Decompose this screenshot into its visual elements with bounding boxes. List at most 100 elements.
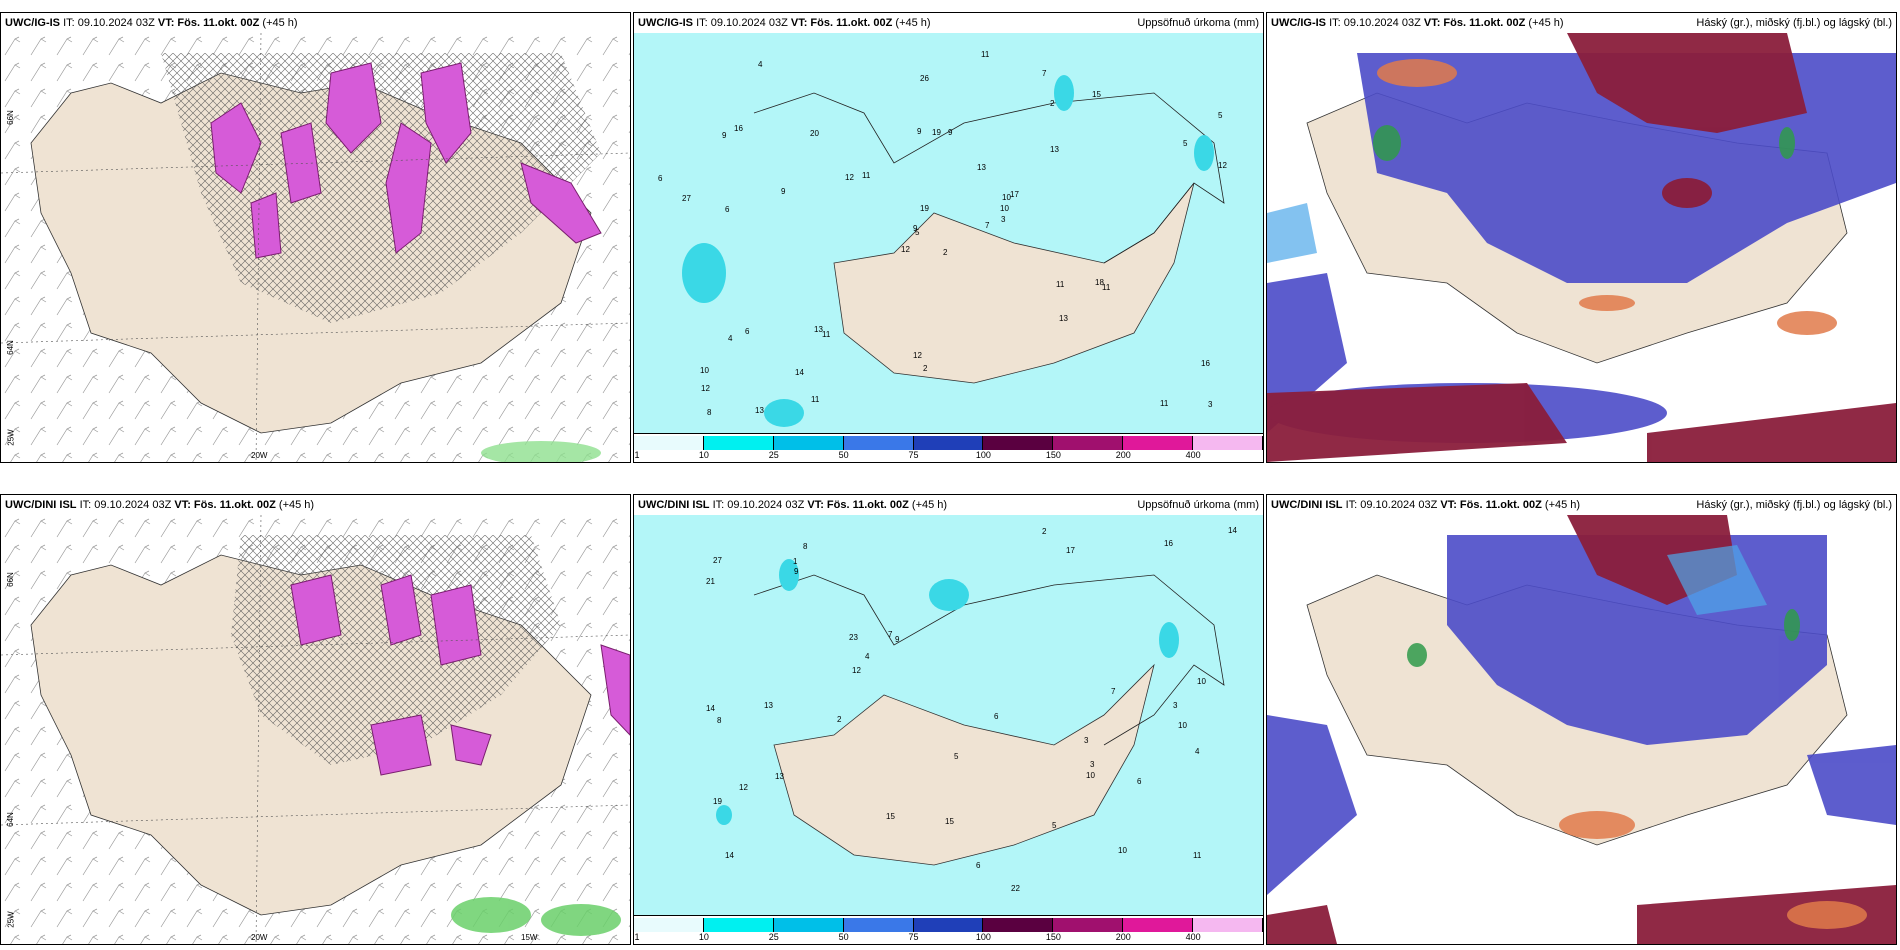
precip-value-label: 9: [895, 635, 900, 644]
panel-header: UWC/IG-IS IT: 09.10.2024 03Z VT: Fös. 11…: [5, 17, 298, 29]
colorbar-precip: 1 10 25 50 75 100 150 200 400: [634, 915, 1263, 944]
precip-value-label: 27: [713, 556, 722, 565]
colorbar-tick-label: 75: [908, 932, 919, 942]
precip-value-label: 23: [849, 633, 858, 642]
precip-value-label: 13: [1050, 145, 1059, 154]
precip-value-label: 11: [1056, 280, 1065, 289]
precip-value-label: 8: [803, 542, 808, 551]
precip-value-label: 26: [920, 74, 929, 83]
precip-value-label: 9: [722, 131, 727, 140]
precip-value-label: 11: [822, 330, 831, 339]
colorbar-segment: [1053, 918, 1124, 932]
colorbar-segment: [1193, 918, 1263, 932]
colorbar-segment: [1123, 436, 1194, 450]
colorbar-precip: 1 10 25 50 75 100 150 200 400: [634, 433, 1263, 462]
colorbar-tick-label: 200: [1115, 450, 1131, 460]
colorbar-segment: [913, 918, 984, 932]
precip-value-label: 10: [1197, 677, 1206, 686]
precip-value-label: 3: [1090, 760, 1095, 769]
lon-label-20: 20W: [251, 451, 268, 460]
colorbar-segment: [773, 436, 844, 450]
map-accumulated-precip-dini: 3 10 14 8 9 10 19 17 23 22 21 14 27 11 15 10 5 6 7 13 14 16 12…: [634, 515, 1263, 916]
precip-value-label: 27: [682, 194, 691, 203]
lat-label-66: 66N: [5, 572, 15, 587]
precip-value-label: 14: [706, 704, 715, 713]
precip-value-label: 5: [954, 752, 959, 761]
precip-value-label: 11: [1193, 851, 1202, 860]
map-wind-precip-igis: 66N 64N 20W 25W: [1, 33, 630, 462]
precip-value-label: 17: [1066, 546, 1075, 555]
lon-label-15: 15W: [521, 933, 538, 942]
panel-top-middle: UWC/IG-IS IT: 09.10.2024 03Z VT: Fös. 11…: [633, 12, 1264, 463]
colorbar-tick-label: 400: [1185, 450, 1201, 460]
map-cloud-cover-dini: [1267, 515, 1896, 944]
lon-label-25: 25W: [6, 911, 16, 928]
colorbar-segment: [983, 918, 1054, 932]
colorbar-segment: [1123, 918, 1194, 932]
panel-bottom-left: UWC/DINI ISL IT: 09.10.2024 03Z VT: Fös.…: [0, 494, 631, 945]
precip-value-label: 11: [1160, 399, 1169, 408]
colorbar-tick-label: 100: [975, 932, 991, 942]
precip-value-label: 14: [1228, 526, 1237, 535]
colorbar-tick-label: 1: [634, 932, 640, 942]
precip-value-label: 2: [1042, 527, 1047, 536]
colorbar-tick-label: 1: [634, 450, 640, 460]
precip-value-label: 10: [1178, 721, 1187, 730]
panel-top-right: UWC/IG-IS IT: 09.10.2024 03Z VT: Fös. 11…: [1266, 12, 1897, 463]
precip-value-label: 4: [865, 652, 870, 661]
precip-value-label: 5: [1052, 821, 1057, 830]
map-wind-precip-dini: 66N 64N 20W 15W 25W: [1, 515, 630, 944]
precip-value-label: 19: [713, 797, 722, 806]
precip-value-label: 6: [976, 861, 981, 870]
panel-bottom-middle: UWC/DINI ISL IT: 09.10.2024 03Z VT: Fös.…: [633, 494, 1264, 945]
panel-header: UWC/DINI ISL IT: 09.10.2024 03Z VT: Fös.…: [5, 499, 315, 511]
precip-value-label: 1: [793, 557, 798, 566]
colorbar-segment: [983, 436, 1054, 450]
precip-value-label: 15: [886, 812, 895, 821]
precip-value-label: 12: [852, 666, 861, 675]
precip-value-label: 5: [915, 228, 920, 237]
lon-label-20: 20W: [251, 933, 268, 942]
colorbar-segment: [634, 436, 704, 450]
precip-value-label: 19: [920, 204, 929, 213]
precip-value-label: 14: [795, 368, 804, 377]
colorbar-segment: [913, 436, 984, 450]
precip-value-label: 4: [1195, 747, 1200, 756]
precip-value-label: 12: [901, 245, 910, 254]
lat-label-64: 64N: [5, 340, 15, 355]
panel-top-left: UWC/IG-IS IT: 09.10.2024 03Z VT: Fös. 11…: [0, 12, 631, 463]
colorbar-tick-label: 400: [1185, 932, 1201, 942]
precip-value-label: 13: [764, 701, 773, 710]
precip-value-label: 7: [1111, 687, 1116, 696]
precip-value-label: 19: [932, 128, 941, 137]
colorbar-tick-label: 50: [838, 450, 849, 460]
precip-value-label: 11: [811, 395, 820, 404]
precip-value-label: 6: [745, 327, 750, 336]
precip-value-label: 10: [1118, 846, 1127, 855]
colorbar-tick-label: 25: [768, 450, 779, 460]
panel-bottom-right: UWC/DINI ISL IT: 09.10.2024 03Z VT: Fös.…: [1266, 494, 1897, 945]
colorbar-segment: [1193, 436, 1263, 450]
colorbar-tick-label: 25: [768, 932, 779, 942]
precip-value-label: 6: [658, 174, 663, 183]
lat-label-66: 66N: [5, 110, 15, 125]
precip-value-label: 16: [1164, 539, 1173, 548]
precip-value-label: 4: [758, 60, 763, 69]
precip-value-label: 2: [837, 715, 842, 724]
precip-value-label: 3: [1001, 215, 1006, 224]
precip-value-label: 6: [1137, 777, 1142, 786]
precip-value-label: 20: [810, 129, 819, 138]
colorbar-segment: [703, 918, 774, 932]
colorbar-segment: [843, 436, 914, 450]
panel-header: UWC/DINI ISL IT: 09.10.2024 03Z VT: Fös.…: [638, 499, 1259, 511]
precip-value-label: 22: [1011, 884, 1020, 893]
precip-value-label: 5: [1218, 111, 1223, 120]
colorbar-tick-label: 50: [838, 932, 849, 942]
precip-value-label: 16: [1201, 359, 1210, 368]
precip-value-label: 9: [794, 567, 799, 576]
lat-label-64: 64N: [5, 812, 15, 827]
colorbar-segment: [634, 918, 704, 932]
map-cloud-cover-igis: [1267, 33, 1896, 462]
colorbar-tick-label: 150: [1045, 450, 1061, 460]
colorbar-tick-label: 10: [698, 450, 709, 460]
